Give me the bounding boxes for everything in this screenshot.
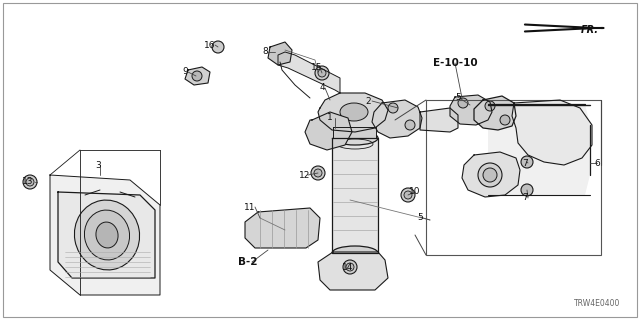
Ellipse shape [340, 103, 368, 121]
Text: 9: 9 [182, 68, 188, 76]
Text: 10: 10 [409, 188, 420, 196]
Text: 7: 7 [522, 194, 528, 203]
Circle shape [314, 169, 322, 177]
Ellipse shape [332, 246, 378, 260]
Circle shape [401, 188, 415, 202]
Text: 3: 3 [95, 161, 101, 170]
Polygon shape [278, 52, 340, 93]
Text: TRW4E0400: TRW4E0400 [573, 299, 620, 308]
Text: 12: 12 [300, 171, 310, 180]
Ellipse shape [84, 210, 129, 260]
Text: 4: 4 [319, 84, 325, 92]
Circle shape [405, 120, 415, 130]
Circle shape [485, 101, 495, 111]
Text: 16: 16 [204, 41, 216, 50]
Circle shape [483, 168, 497, 182]
Text: FR.: FR. [581, 25, 599, 35]
Polygon shape [50, 175, 160, 295]
Circle shape [404, 191, 412, 199]
Polygon shape [58, 192, 155, 278]
Text: 15: 15 [311, 63, 323, 73]
Text: 11: 11 [244, 203, 256, 212]
Circle shape [311, 166, 325, 180]
Circle shape [521, 156, 533, 168]
Circle shape [500, 115, 510, 125]
Polygon shape [305, 112, 352, 150]
Polygon shape [372, 100, 422, 138]
Polygon shape [462, 152, 520, 197]
Circle shape [26, 178, 34, 186]
Polygon shape [332, 138, 378, 253]
Polygon shape [488, 104, 590, 195]
Text: E-10-10: E-10-10 [433, 58, 477, 68]
Ellipse shape [74, 200, 140, 270]
Text: 14: 14 [342, 263, 354, 273]
Text: 5: 5 [417, 212, 423, 221]
Text: 5: 5 [455, 92, 461, 101]
Circle shape [458, 98, 468, 108]
Circle shape [318, 69, 326, 77]
Circle shape [478, 163, 502, 187]
Polygon shape [318, 93, 388, 132]
Bar [426, 100, 601, 255]
Circle shape [343, 260, 357, 274]
Circle shape [23, 175, 37, 189]
Polygon shape [420, 108, 458, 132]
Circle shape [212, 41, 224, 53]
Polygon shape [450, 95, 492, 125]
Polygon shape [268, 42, 292, 65]
Circle shape [192, 71, 202, 81]
Polygon shape [333, 127, 376, 138]
Text: 7: 7 [522, 158, 528, 167]
Polygon shape [245, 208, 320, 248]
Circle shape [388, 103, 398, 113]
Circle shape [346, 263, 354, 271]
Text: B-2: B-2 [238, 257, 258, 267]
Circle shape [521, 184, 533, 196]
Polygon shape [318, 252, 388, 290]
Text: 2: 2 [365, 97, 371, 106]
Polygon shape [185, 67, 210, 85]
Text: 1: 1 [327, 114, 333, 123]
Text: 6: 6 [594, 158, 600, 167]
Ellipse shape [332, 131, 378, 145]
Circle shape [475, 111, 485, 121]
Circle shape [315, 66, 329, 80]
Polygon shape [512, 100, 592, 165]
Text: 13: 13 [22, 178, 34, 187]
Text: 8: 8 [262, 47, 268, 57]
Polygon shape [474, 96, 516, 130]
Ellipse shape [96, 222, 118, 248]
